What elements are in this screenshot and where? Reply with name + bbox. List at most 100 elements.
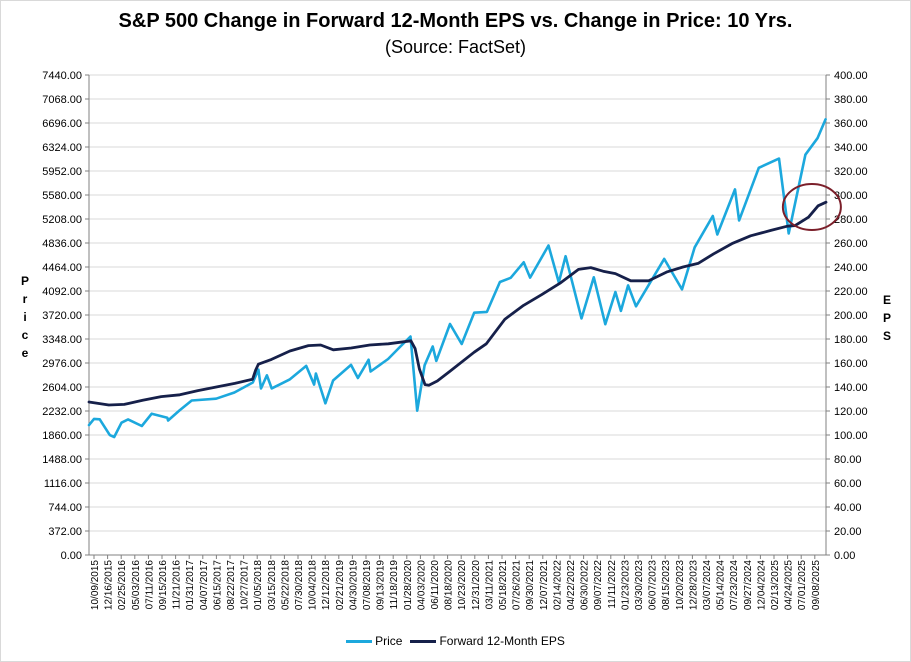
y-tick-label-right: 380.00 — [834, 94, 868, 106]
y-tick-label-left: 2232.00 — [42, 406, 82, 418]
x-tick-label: 07/01/2025 — [797, 560, 808, 610]
x-tick-label: 01/28/2020 — [403, 560, 414, 610]
y-tick-label-right: 0.00 — [834, 550, 855, 562]
x-tick-label: 03/15/2018 — [267, 560, 278, 610]
x-tick-label: 12/04/2024 — [756, 560, 767, 610]
y-tick-label-left: 3348.00 — [42, 334, 82, 346]
axis-label-letter: E — [882, 293, 891, 307]
y-tick-label-right: 200.00 — [834, 310, 868, 322]
price-series-line — [87, 118, 827, 439]
x-tick-label: 12/31/2020 — [471, 560, 482, 610]
y-tick-label-right: 60.00 — [834, 478, 862, 490]
y-tick-label-right: 280.00 — [834, 214, 868, 226]
x-tick-label: 08/22/2017 — [226, 560, 237, 610]
y-tick-label-left: 3720.00 — [42, 310, 82, 322]
x-tick-label: 04/24/2025 — [784, 560, 795, 610]
x-tick-label: 04/30/2019 — [348, 560, 359, 610]
x-tick-label: 01/23/2023 — [620, 560, 631, 610]
x-tick-label: 09/08/2025 — [811, 560, 822, 610]
legend-swatch-price — [346, 639, 373, 643]
eps-series-line — [87, 200, 828, 407]
x-tick-label: 09/30/2021 — [525, 560, 536, 610]
chart-title: S&P 500 Change in Forward 12-Month EPS v… — [118, 10, 793, 32]
x-tick-label: 04/22/2022 — [566, 560, 577, 610]
axis-label-letter: P — [20, 274, 29, 288]
y-tick-label-left: 0.00 — [61, 550, 82, 562]
y-tick-label-left: 4092.00 — [42, 286, 82, 298]
y-tick-label-right: 180.00 — [834, 334, 868, 346]
x-tick-label: 02/14/2022 — [552, 560, 563, 610]
x-tick-label: 10/09/2015 — [90, 560, 101, 610]
x-tick-label: 12/12/2018 — [321, 560, 332, 610]
x-tick-label: 10/20/2023 — [675, 560, 686, 610]
x-tick-label: 12/07/2021 — [539, 560, 550, 610]
axis-label-letter: i — [23, 310, 27, 324]
x-tick-label: 06/15/2017 — [212, 560, 223, 610]
x-tick-label: 07/11/2016 — [144, 560, 155, 610]
y-tick-label-right: 160.00 — [834, 358, 868, 370]
y-tick-label-right: 120.00 — [834, 406, 868, 418]
y-tick-label-left: 5952.00 — [42, 166, 82, 178]
legend-label-price: Price — [375, 634, 403, 648]
x-tick-label: 09/07/2022 — [593, 560, 604, 610]
x-tick-label: 03/11/2021 — [484, 560, 495, 610]
x-tick-label: 10/04/2018 — [308, 560, 319, 610]
x-tick-label: 07/08/2019 — [362, 560, 373, 610]
y-tick-label-left: 5208.00 — [42, 214, 82, 226]
y-tick-label-left: 4464.00 — [42, 262, 82, 274]
y-tick-label-right: 320.00 — [834, 166, 868, 178]
x-tick-label: 08/15/2023 — [661, 560, 672, 610]
y-tick-label-left: 7068.00 — [42, 94, 82, 106]
x-tick-label: 04/07/2017 — [199, 560, 210, 610]
x-tick-label: 11/18/2019 — [389, 560, 400, 610]
x-tick-label: 03/30/2023 — [634, 560, 645, 610]
axis-label-letter: c — [21, 328, 29, 342]
y-tick-label-right: 300.00 — [834, 190, 868, 202]
y-tick-label-right: 240.00 — [834, 262, 868, 274]
x-tick-label: 01/31/2017 — [185, 560, 196, 610]
axis-label-letter: S — [882, 329, 891, 343]
y-tick-label-right: 360.00 — [834, 118, 868, 130]
legend-item-price: Price — [346, 634, 402, 648]
x-tick-label: 05/14/2024 — [716, 560, 727, 610]
axis-label-letter: e — [21, 346, 29, 360]
y-tick-label-right: 20.00 — [834, 526, 862, 538]
x-tick-label: 03/07/2024 — [702, 560, 713, 610]
x-tick-label: 05/03/2016 — [131, 560, 142, 610]
x-tick-label: 09/13/2019 — [376, 560, 387, 610]
legend-swatch-eps — [410, 639, 437, 643]
y-tick-label-left: 1116.00 — [44, 478, 82, 490]
y-tick-label-right: 220.00 — [834, 286, 868, 298]
y-tick-label-left: 744.00 — [48, 502, 82, 514]
y-tick-label-right: 140.00 — [834, 382, 868, 394]
x-tick-label: 06/11/2020 — [430, 560, 441, 610]
y-tick-label-left: 7440.00 — [42, 70, 82, 82]
legend-label-eps: Forward 12-Month EPS — [439, 634, 565, 648]
x-tick-label: 02/25/2016 — [117, 560, 128, 610]
y-tick-label-right: 260.00 — [834, 238, 868, 250]
x-tick-label: 11/11/2022 — [607, 560, 618, 609]
y-tick-label-right: 40.00 — [834, 502, 862, 514]
x-tick-label: 08/18/2020 — [444, 560, 455, 610]
axis-label-letter: r — [22, 292, 28, 306]
legend-item-eps: Forward 12-Month EPS — [410, 634, 565, 648]
x-tick-label: 12/16/2015 — [104, 560, 115, 610]
x-tick-label: 02/13/2025 — [770, 560, 781, 610]
chart-subtitle: (Source: FactSet) — [384, 37, 527, 57]
y-tick-label-right: 80.00 — [834, 454, 862, 466]
y-tick-label-right: 100.00 — [834, 430, 868, 442]
x-tick-label: 10/27/2017 — [240, 560, 251, 610]
x-tick-label: 09/27/2024 — [743, 560, 754, 610]
x-tick-label: 11/21/2016 — [172, 560, 183, 610]
x-tick-label: 05/22/2018 — [280, 560, 291, 610]
y-tick-label-left: 5580.00 — [42, 190, 82, 202]
x-tick-label: 01/05/2018 — [253, 560, 264, 610]
y-tick-label-left: 372.00 — [48, 526, 82, 538]
x-tick-label: 06/07/2023 — [648, 560, 659, 610]
y-tick-label-left: 2976.00 — [42, 358, 82, 370]
y-tick-label-left: 6696.00 — [42, 118, 82, 130]
y-tick-label-left: 1860.00 — [42, 430, 82, 442]
x-tick-label: 12/28/2023 — [688, 560, 699, 610]
